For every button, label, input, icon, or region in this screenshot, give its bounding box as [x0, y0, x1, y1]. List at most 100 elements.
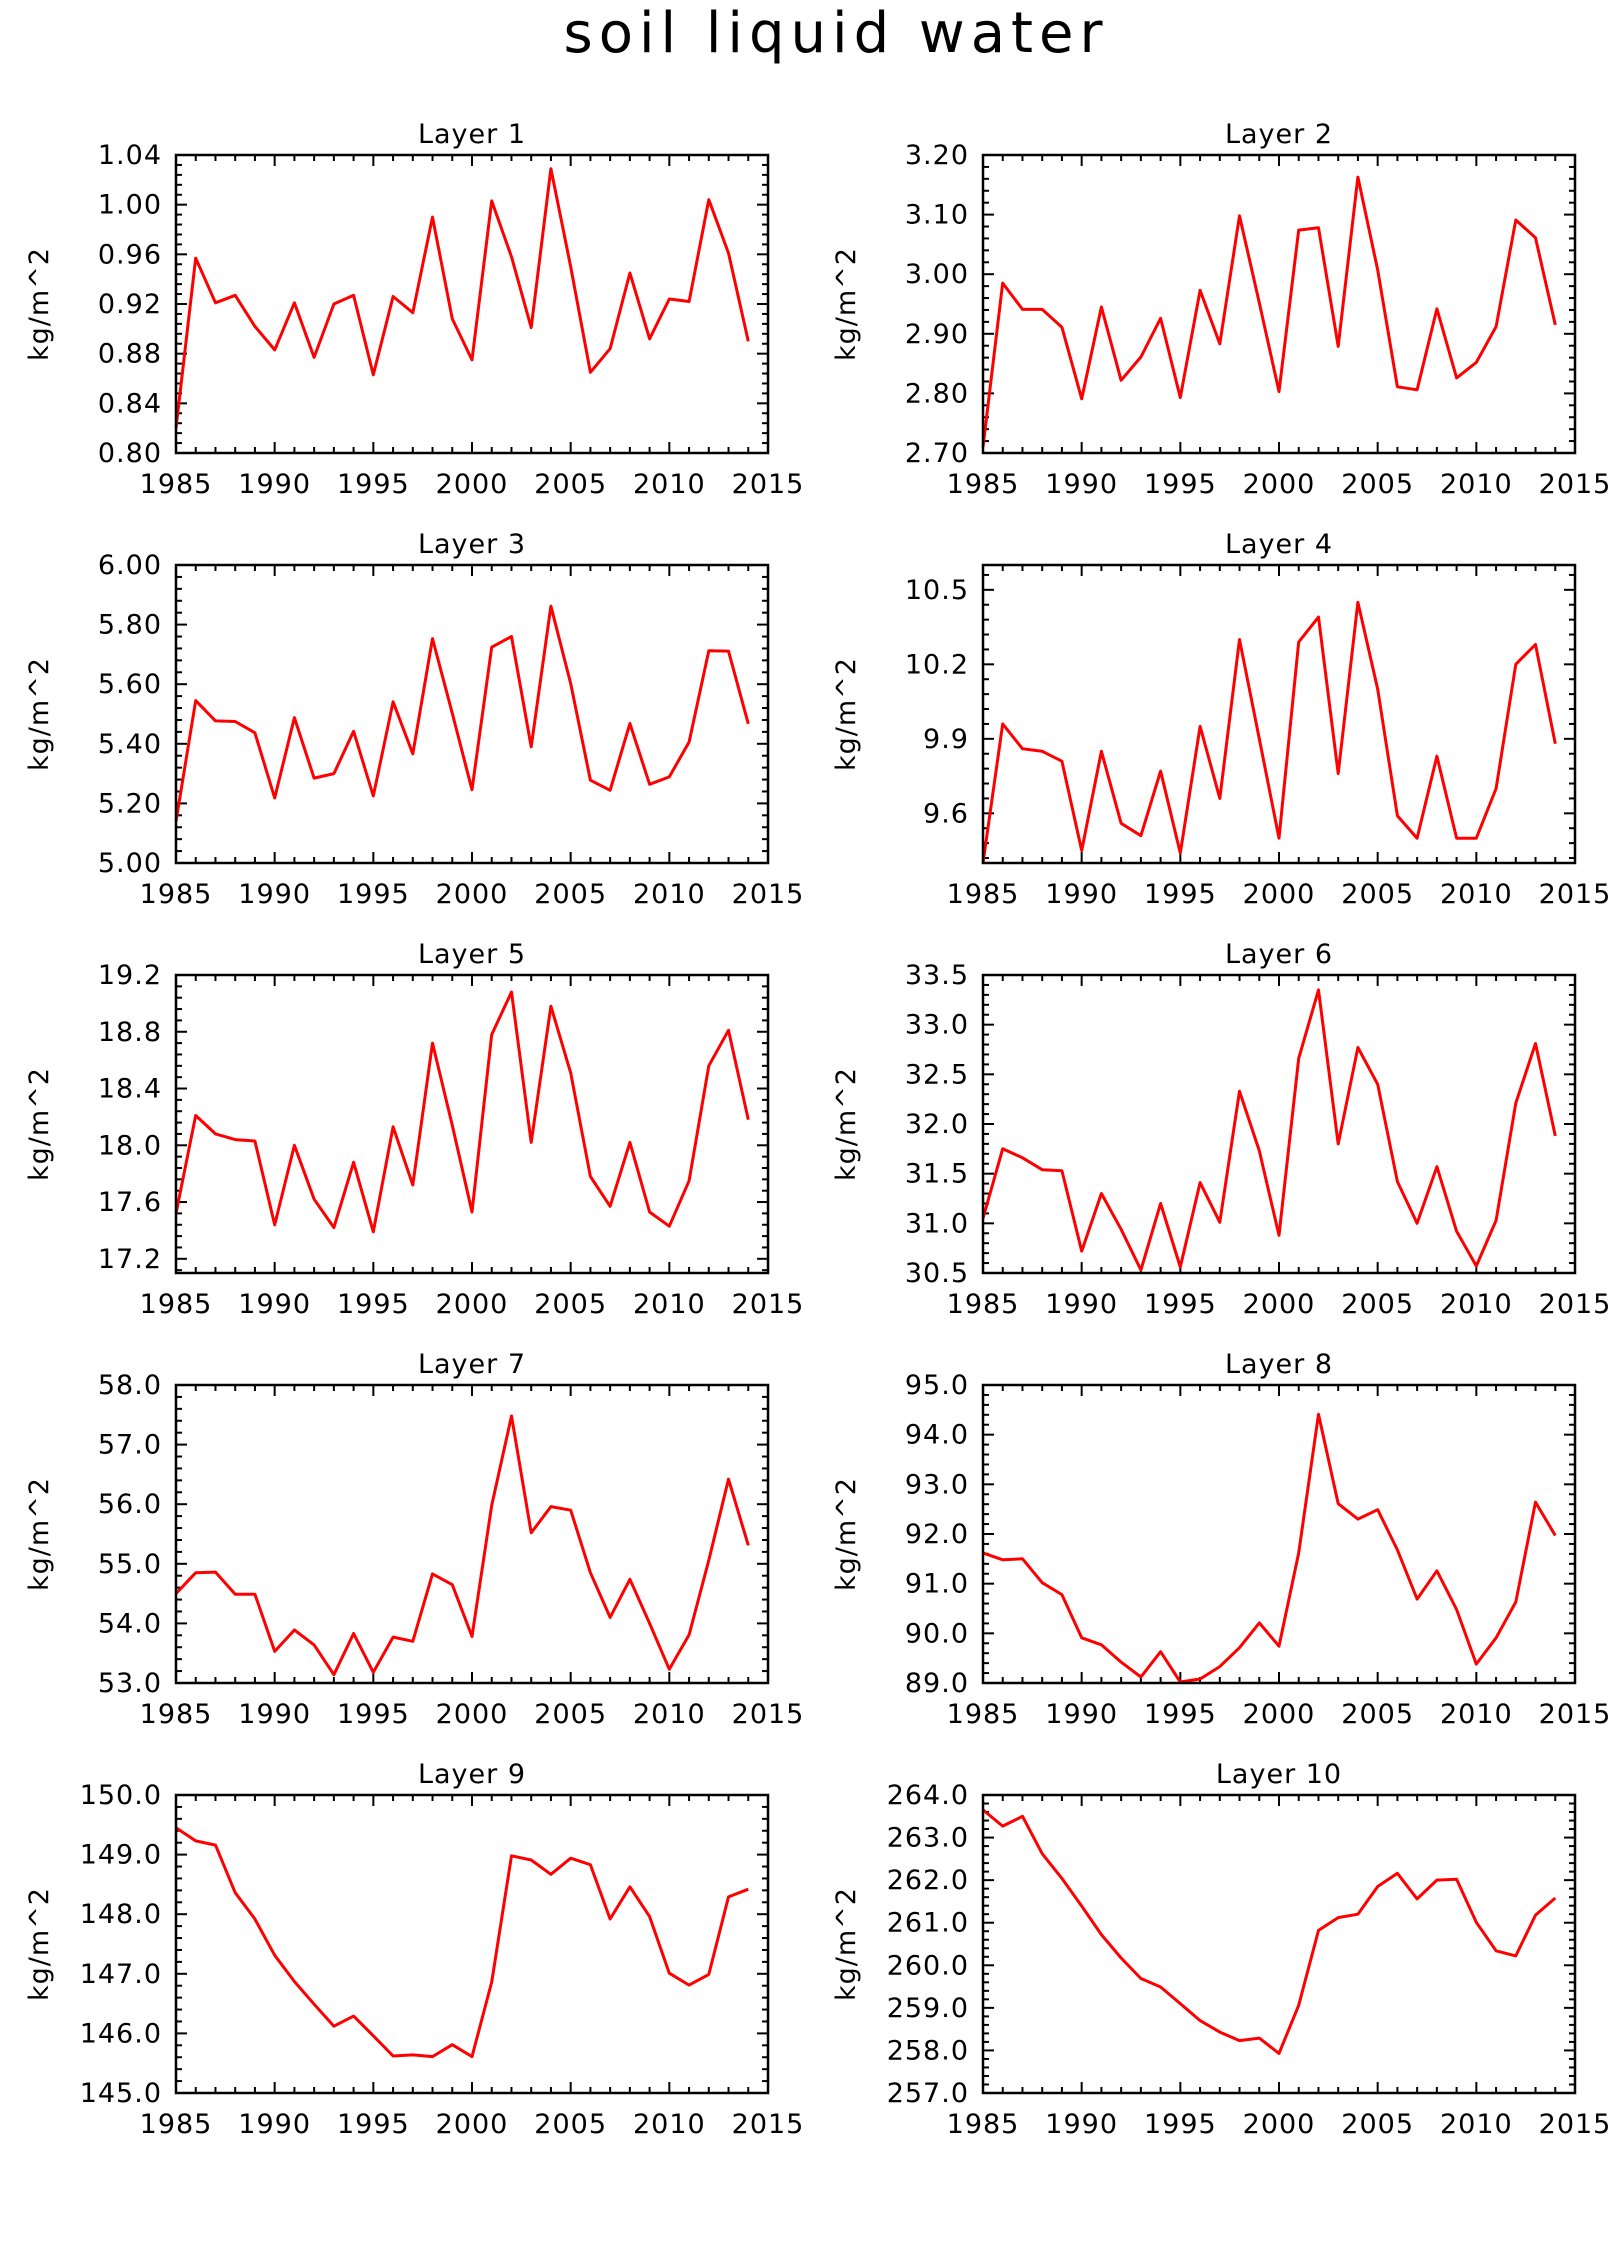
series-line: [981, 988, 1557, 1272]
x-tick-label: 1985: [140, 2109, 213, 2140]
y-tick-label: 2.90: [905, 319, 969, 350]
y-tick-label: 148.0: [80, 1899, 162, 1930]
y-tick-label: 94.0: [905, 1420, 969, 1451]
x-tick-label: 2015: [732, 469, 805, 500]
x-tick-label: 2015: [1539, 469, 1612, 500]
x-tick-label: 2000: [436, 469, 509, 500]
x-tick-label: 2015: [732, 1289, 805, 1320]
series-line: [982, 1808, 1557, 2055]
y-tick-label: 31.0: [905, 1208, 969, 1239]
y-tick-label: 58.0: [98, 1370, 162, 1401]
y-tick-label: 3.20: [905, 140, 969, 171]
y-tick-label: 32.0: [905, 1109, 969, 1140]
x-tick-label: 1995: [1144, 469, 1217, 500]
x-tick-label: 2015: [732, 1699, 805, 1730]
y-axis-label: kg/m^2: [831, 1477, 862, 1591]
y-tick-label: 57.0: [98, 1430, 162, 1461]
y-tick-label: 261.0: [887, 1908, 969, 1939]
x-tick-label: 1985: [947, 879, 1020, 910]
panel-2: Layer 2 kg/m^2 1985 1990 1995 2000 2005 2010 201…: [831, 119, 1612, 500]
x-tick-label: 2005: [1341, 1699, 1414, 1730]
y-tick-label: 0.88: [98, 339, 162, 370]
panel-1: Layer 1 kg/m^2 1985 1990 1995 2000 2005 2010 201…: [24, 119, 805, 500]
y-tick-label: 10.2: [905, 649, 969, 680]
panel-8: Layer 8 kg/m^2 1985 1990 1995 2000 2005 2010 201…: [831, 1349, 1610, 1730]
y-axis-label: kg/m^2: [24, 1887, 55, 2001]
y-axis-label: kg/m^2: [831, 1067, 862, 1181]
y-tick-label: 31.5: [905, 1159, 969, 1190]
y-tick-label: 2.70: [905, 438, 969, 469]
x-tick-label: 2005: [534, 1289, 607, 1320]
y-tick-label: 257.0: [887, 2078, 969, 2109]
panel-7: Layer 7 kg/m^2 1985 1990 1995 2000 2005 2010 201…: [24, 1349, 805, 1730]
panel-4: Layer 4 kg/m^2 1985 1990 1995 2000 2005 2010 201…: [831, 529, 1612, 910]
panel-title: Layer 2: [1225, 119, 1333, 150]
y-tick-label: 18.0: [98, 1130, 162, 1161]
y-tick-label: 150.0: [80, 1780, 162, 1811]
x-tick-label: 2000: [436, 1699, 509, 1730]
panel-title: Layer 10: [1216, 1759, 1342, 1790]
panel-title: Layer 3: [418, 529, 526, 560]
x-tick-label: 2010: [1440, 469, 1513, 500]
y-tick-label: 54.0: [98, 1608, 162, 1639]
panel-title: Layer 1: [418, 119, 526, 150]
y-tick-label: 55.0: [98, 1549, 162, 1580]
x-tick-label: 2015: [732, 879, 805, 910]
y-axis-label: kg/m^2: [831, 657, 862, 771]
panel-title: Layer 6: [1225, 939, 1333, 970]
y-tick-label: 90.0: [905, 1618, 969, 1649]
x-tick-label: 1990: [238, 1699, 311, 1730]
y-tick-label: 0.96: [98, 239, 162, 270]
x-tick-label: 1985: [947, 1699, 1020, 1730]
y-tick-label: 264.0: [887, 1780, 969, 1811]
y-tick-label: 56.0: [98, 1489, 162, 1520]
x-tick-label: 2005: [534, 1699, 607, 1730]
panel-title: Layer 9: [418, 1759, 526, 1790]
x-tick-label: 2010: [1440, 1289, 1513, 1320]
plot-frame: [981, 1793, 1577, 2095]
panel-10: Layer 10 kg/m^2 1985 1990 1995 2000 2005 2010 20…: [831, 1759, 1612, 2140]
x-tick-label: 2010: [1440, 879, 1513, 910]
y-tick-label: 92.0: [905, 1519, 969, 1550]
x-tick-label: 2010: [1440, 2109, 1513, 2140]
y-tick-label: 259.0: [887, 1993, 969, 2024]
y-tick-label: 5.00: [98, 848, 162, 879]
y-tick-label: 10.5: [905, 575, 969, 606]
x-tick-label: 2005: [1341, 469, 1414, 500]
x-tick-label: 2010: [633, 2109, 706, 2140]
x-tick-label: 1985: [947, 1289, 1020, 1320]
x-tick-label: 2000: [1243, 1699, 1316, 1730]
plot-frame: [981, 1383, 1577, 1685]
y-tick-label: 17.2: [98, 1244, 162, 1275]
y-tick-label: 18.8: [98, 1017, 162, 1048]
y-tick-label: 1.04: [98, 140, 162, 171]
x-tick-label: 2005: [1341, 879, 1414, 910]
x-tick-label: 1985: [947, 469, 1020, 500]
x-tick-label: 2005: [1341, 2109, 1414, 2140]
x-tick-label: 2015: [1539, 879, 1612, 910]
x-tick-label: 1995: [337, 1699, 410, 1730]
x-tick-label: 2000: [1243, 879, 1316, 910]
y-tick-label: 89.0: [905, 1668, 969, 1699]
y-tick-label: 149.0: [80, 1840, 162, 1871]
chart-panels: Layer 1 kg/m^2 1985 1990 1995 2000 2005 2010 201…: [24, 119, 1612, 2140]
x-tick-label: 1995: [337, 879, 410, 910]
x-tick-label: 2015: [1539, 2109, 1612, 2140]
panel-6: Layer 6 kg/m^2 1985 1990 1995 2000 2005 2010 201…: [831, 939, 1610, 1320]
y-axis-label: kg/m^2: [24, 1067, 55, 1181]
y-tick-label: 5.40: [98, 729, 162, 760]
panel-9: Layer 9 kg/m^2 1985 1990 1995 2000 2005 2010 201…: [24, 1759, 805, 2140]
y-tick-label: 17.6: [98, 1187, 162, 1218]
y-tick-label: 33.5: [905, 960, 969, 991]
plot-frame: [981, 973, 1577, 1275]
x-tick-label: 1995: [337, 2109, 410, 2140]
y-tick-label: 5.80: [98, 610, 162, 641]
x-tick-label: 1995: [337, 469, 410, 500]
y-tick-label: 258.0: [887, 2035, 969, 2066]
y-tick-label: 30.5: [905, 1258, 969, 1289]
x-tick-label: 2010: [633, 1289, 706, 1320]
x-tick-label: 2000: [1243, 469, 1316, 500]
x-tick-label: 2005: [1341, 1289, 1414, 1320]
plot-frame: [174, 563, 770, 865]
x-tick-label: 2015: [732, 2109, 805, 2140]
